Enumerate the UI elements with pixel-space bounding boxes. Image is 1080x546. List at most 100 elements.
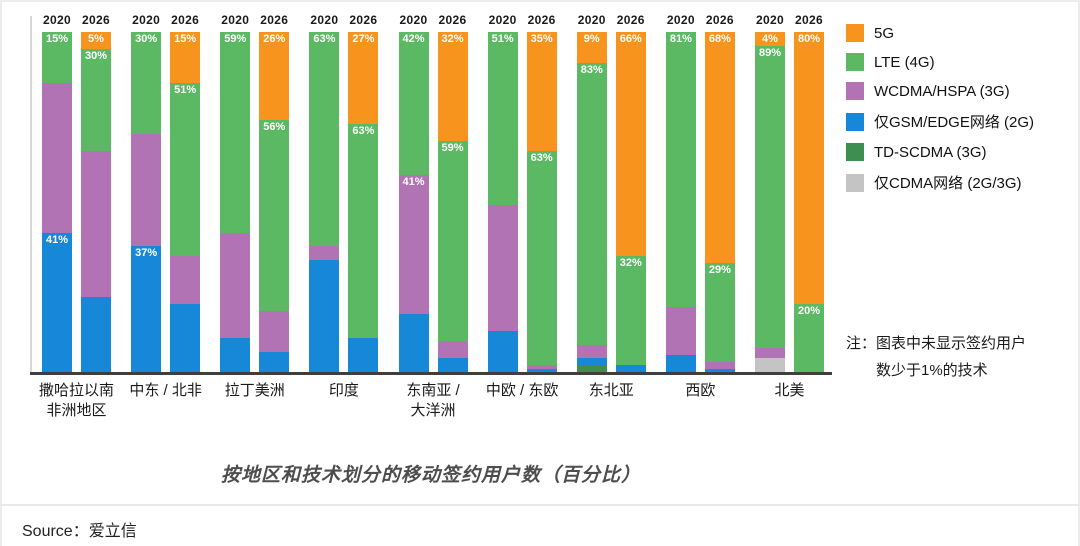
bar-group: 2020 4% 89% 2026 80% 20% 北美 [755,12,824,399]
bar-segment [170,256,201,304]
bar-column: 2020 59% [220,12,251,372]
segment-value-label: 29% [708,264,731,277]
bar-group: 2020 51% 2026 35% 63% 中欧 / 东欧 [486,12,559,399]
segment-value-label: 80% [797,33,821,45]
bar-segment [755,358,785,372]
legend-label: 仅GSM/EDGE网络 (2G) [874,114,1035,131]
bar-column: 2026 32% 59% [437,12,468,372]
bar-segment: 5% [81,32,111,49]
segment-value-label: 68% [708,33,731,45]
bar-pair: 2020 4% 89% 2026 80% 20% [755,12,824,372]
bar-segment: 32% [437,32,468,141]
bar-pair: 2020 63% 2026 27% 63% [309,12,379,372]
legend-item: 5G [846,24,1034,42]
bar-segment [487,331,518,372]
bar-segment: 83% [576,62,607,345]
bar-segment: 63% [309,32,340,247]
legend-swatch [846,143,864,161]
legend-label: 仅CDMA网络 (2G/3G) [874,175,1022,192]
segment-value-label: 35% [530,33,553,45]
chart-title: 按地区和技术划分的移动签约用户数（百分比） [220,465,641,486]
stacked-bar: 9% 83% [576,32,607,372]
segment-value-label: 15% [45,33,69,45]
stacked-bar: 27% 63% [348,32,379,372]
stacked-bar: 32% 59% [437,32,468,372]
bar-segment: 63% [348,123,379,338]
bar-segment [665,307,696,355]
legend-item: 仅GSM/EDGE网络 (2G) [846,111,1034,132]
year-label: 2026 [438,13,467,27]
bar-segment: 59% [220,32,251,233]
source-text: Source：爱立信 [22,523,137,540]
bar-segment [259,351,290,372]
segment-value-label: 66% [619,33,642,45]
legend-swatch [846,24,864,42]
stacked-bar: 63% [309,32,340,372]
bar-segment: 15% [42,32,72,83]
bar-group: 2020 30% 37% 2026 15% 51% 中东 / 北非 [129,12,202,399]
year-label: 2020 [577,13,606,27]
segment-value-label: 41% [402,175,425,188]
bar-group: 2020 81% 2026 68% 29% 西欧 [665,12,735,399]
region-label: 中欧 / 东欧 [485,382,559,399]
bar-pair: 2020 81% 2026 68% 29% [665,12,735,372]
bar-segment [348,337,379,372]
segment-value-label: 32% [441,33,464,45]
year-label: 2026 [171,13,200,27]
stacked-bar: 35% 63% [526,32,557,372]
stacked-bar: 15% 41% [42,32,72,372]
segment-value-label: 9% [583,33,600,45]
legend-item: WCDMA/HSPA (3G) [846,82,1034,100]
bar-column: 2026 35% 63% [526,12,557,372]
year-label: 2026 [527,13,556,27]
legend-item: LTE (4G) [846,53,1034,71]
bar-segment [487,205,518,332]
bar-segment: 27% [348,32,379,124]
bar-segment [220,337,251,372]
stacked-bar-chart: 2020 15% 41% 2026 5% 30% 撒哈拉以南 非洲地区 2020 30% 37% 20… [30,12,832,467]
legend-label: WCDMA/HSPA (3G) [874,82,1010,100]
region-label: 印度 [328,382,359,399]
legend-swatch [846,112,864,131]
bar-segment: 30% [81,49,111,151]
legend-label: LTE (4G) [874,53,935,71]
bar-segment: 66% [615,32,646,257]
segment-value-label: 63% [352,124,375,137]
bar-segment [704,361,735,369]
bar-segment [81,297,111,372]
bar-column: 2026 80% 20% [794,12,824,372]
note-line-2: 数少于1%的技术 [876,362,988,379]
bar-segment: 89% [755,45,785,349]
year-label: 2026 [616,13,645,27]
bar-segment: 80% [794,32,824,304]
bar-segment: 37% [131,246,162,372]
bar-column: 2020 42% 41% [398,12,429,372]
bar-pair: 2020 9% 83% 2026 66% 32% [576,12,646,372]
legend-item: 仅CDMA网络 (2G/3G) [846,172,1034,193]
segment-value-label: 59% [441,141,464,154]
bar-segment [309,259,340,372]
bar-segment: 41% [398,174,429,315]
stacked-bar: 4% 89% [755,32,785,372]
segment-value-label: 15% [174,33,197,45]
stacked-bar: 42% 41% [398,32,429,372]
stacked-bar: 59% [220,32,251,372]
region-label: 撒哈拉以南 非洲地区 [38,382,115,420]
segment-value-label: 89% [758,46,782,59]
year-label: 2020 [666,13,695,27]
bar-group: 2020 63% 2026 27% 63% 印度 [309,12,379,399]
region-label: 西欧 [685,382,716,399]
bar-pair: 2020 51% 2026 35% 63% [487,12,557,372]
bar-segment: 41% [42,232,72,372]
stacked-bar: 5% 30% [81,32,111,372]
segment-value-label: 83% [580,63,603,76]
bar-segment [170,303,201,372]
segment-value-label: 5% [88,33,104,45]
segment-value-label: 56% [263,121,286,134]
bar-segment: 30% [131,32,162,134]
year-label: 2020 [399,13,428,27]
bar-column: 2020 4% 89% [755,12,785,372]
bar-column: 2026 27% 63% [348,12,379,372]
bar-segment: 68% [704,32,735,264]
year-label: 2026 [82,13,110,27]
